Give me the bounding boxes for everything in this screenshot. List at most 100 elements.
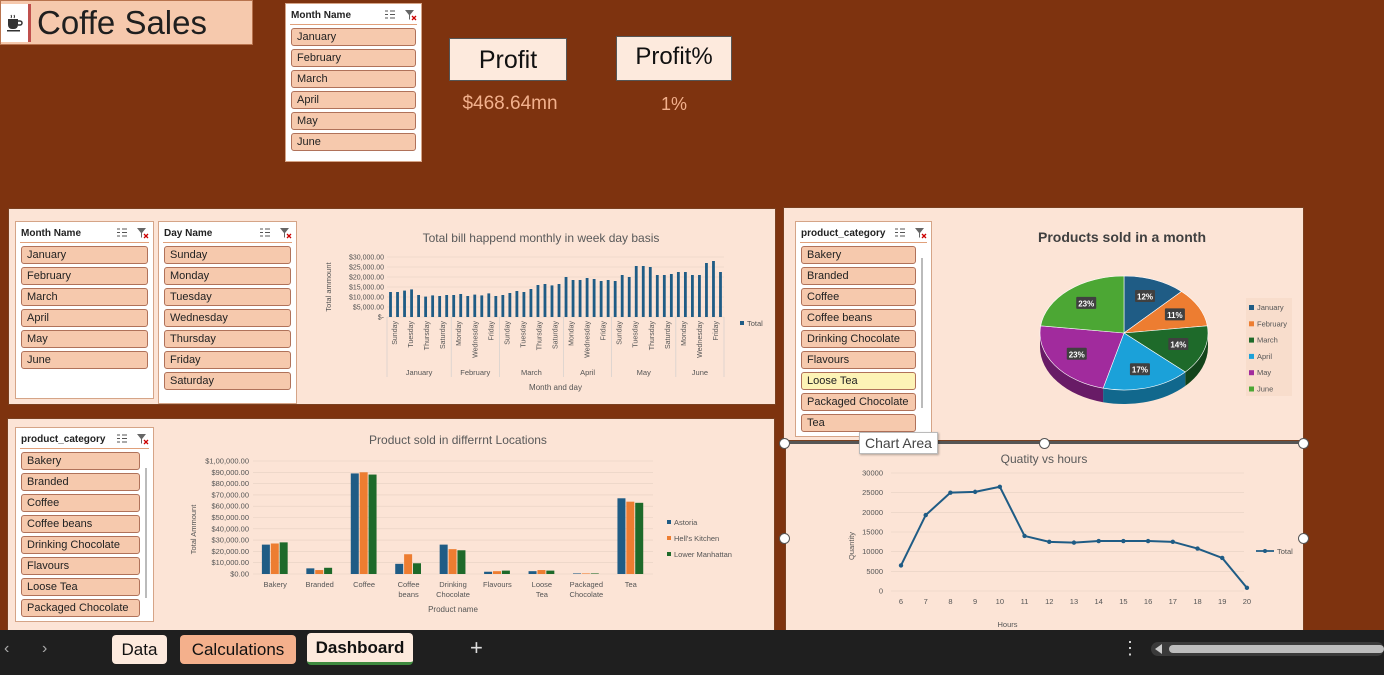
slicer-item[interactable]: Sunday [164, 246, 291, 264]
slicer-item[interactable]: Loose Tea [21, 578, 140, 596]
slicer-item[interactable]: February [291, 49, 416, 67]
horizontal-scrollbar[interactable] [1151, 642, 1384, 656]
slicer-item[interactable]: Friday [164, 351, 291, 369]
quantity-line-chart[interactable]: Quatity vs hours 30000 25000 20000 15000 1000… [786, 444, 1305, 639]
slicer-title: Day Name [164, 227, 213, 239]
data-label-bg [1135, 289, 1156, 302]
slicer-item[interactable]: Coffee [21, 494, 140, 512]
slicer-item[interactable]: Branded [801, 267, 916, 285]
legend-swatch [667, 552, 671, 556]
y-tick-label: $10,000.00 [211, 558, 249, 567]
y-tick-label: $80,000.00 [211, 479, 249, 488]
resize-handle-tr[interactable] [1298, 438, 1309, 449]
clear-filter-icon[interactable] [136, 433, 149, 445]
slicer-scrollbar[interactable] [145, 468, 147, 598]
category-slicer-left[interactable]: product_category Bakery Branded Coffee Coff… [15, 427, 154, 622]
pie-panel: product_category Bakery Branded Coffee Coff… [783, 207, 1304, 441]
slicer-item[interactable]: Monday [164, 267, 291, 285]
slicer-item[interactable]: Tuesday [164, 288, 291, 306]
slicer-item[interactable]: Coffee beans [21, 515, 140, 533]
x-tick-label: Thursday [536, 321, 543, 351]
locations-bar-chart[interactable]: Product sold in differrnt Locations $1,00… [158, 424, 773, 634]
resize-handle-mr[interactable] [1298, 533, 1309, 544]
tab-calculations[interactable]: Calculations [180, 635, 296, 664]
slicer-item[interactable]: Drinking Chocolate [21, 536, 140, 554]
tab-data[interactable]: Data [112, 635, 167, 664]
slicer-item[interactable]: April [291, 91, 416, 109]
bar [404, 554, 413, 574]
series-line [900, 485, 1248, 589]
day-slicer[interactable]: Day Name Sunday Monday Tuesday Wednesday Thu… [158, 221, 297, 404]
legend-marker [1263, 549, 1267, 553]
data-point [1244, 585, 1250, 591]
slicer-item[interactable]: June [291, 133, 416, 151]
y-tick-label: $30,000.00 [211, 536, 249, 545]
slicer-item[interactable]: March [291, 70, 416, 88]
slicer-item[interactable]: Coffee beans [801, 309, 916, 327]
resize-handle-tm[interactable] [1039, 438, 1050, 449]
y-tick-label: $70,000.00 [211, 490, 249, 499]
slicer-item[interactable]: Loose Tea [801, 372, 916, 390]
slicer-item[interactable]: Flavours [801, 351, 916, 369]
clear-filter-icon[interactable] [279, 227, 292, 239]
products-pie-chart[interactable]: Products sold in a month 12% 11% 14% 17% 23% 2… [944, 218, 1299, 438]
slicer-item[interactable]: May [21, 330, 148, 348]
slicer-item[interactable]: Drinking Chocolate [801, 330, 916, 348]
weekday-bar-chart[interactable]: Total bill happend monthly in week day b… [309, 217, 774, 402]
bar [403, 290, 406, 317]
slicer-item[interactable]: Tea [801, 414, 916, 432]
slicer-item[interactable]: Packaged Chocolate [21, 599, 140, 617]
bar [438, 296, 442, 317]
title-box: Coffe Sales [0, 0, 253, 45]
next-sheet-icon[interactable]: › [42, 640, 48, 657]
tab-dashboard[interactable]: Dashboard [307, 633, 413, 665]
data-point [1121, 538, 1126, 544]
data-label: 11% [1167, 311, 1183, 320]
multi-select-icon[interactable] [894, 227, 906, 239]
multi-select-icon[interactable] [116, 433, 128, 445]
slicer-item[interactable]: Saturday [164, 372, 291, 390]
month-slicer-top[interactable]: Month Name January February March April May J… [285, 3, 422, 162]
slicer-item[interactable]: January [21, 246, 148, 264]
resize-handle-tl[interactable] [779, 438, 790, 449]
pie-slice-side [1103, 372, 1186, 404]
scrollbar-thumb[interactable] [1169, 645, 1384, 653]
scroll-left-icon[interactable] [1155, 644, 1162, 654]
y-tick-label: $90,000.00 [211, 468, 249, 477]
y-tick-label: 15000 [862, 528, 883, 537]
multi-select-icon[interactable] [259, 227, 271, 239]
slicer-item[interactable]: Branded [21, 473, 140, 491]
more-options-icon[interactable]: ⋮ [1121, 638, 1139, 658]
slicer-item[interactable]: Bakery [21, 452, 140, 470]
multi-select-icon[interactable] [116, 227, 128, 239]
slicer-item[interactable]: February [21, 267, 148, 285]
bar [655, 275, 659, 317]
bar [350, 473, 359, 574]
slicer-item[interactable]: Wednesday [164, 309, 291, 327]
slicer-item[interactable]: Bakery [801, 246, 916, 264]
slicer-item[interactable]: Coffee [801, 288, 916, 306]
clear-filter-icon[interactable] [404, 9, 417, 21]
slicer-item[interactable]: Flavours [21, 557, 140, 575]
slicer-scrollbar[interactable] [921, 258, 923, 408]
x-tick-label: Monday [456, 321, 463, 346]
bar [480, 295, 484, 317]
slicer-item[interactable]: April [21, 309, 148, 327]
clear-filter-icon[interactable] [136, 227, 149, 239]
month-slicer[interactable]: Month Name January February March April May J… [15, 221, 154, 399]
slicer-item[interactable]: Thursday [164, 330, 291, 348]
x-tick-label: beans [398, 590, 419, 599]
slicer-item[interactable]: May [291, 112, 416, 130]
add-sheet-button[interactable]: + [470, 635, 483, 660]
resize-handle-ml[interactable] [779, 533, 790, 544]
slicer-item[interactable]: June [21, 351, 148, 369]
bar [613, 281, 617, 317]
multi-select-icon[interactable] [384, 9, 396, 21]
slicer-item[interactable]: Packaged Chocolate [801, 393, 916, 411]
slicer-item[interactable]: January [291, 28, 416, 46]
category-slicer-right[interactable]: product_category Bakery Branded Coffee Coff… [795, 221, 932, 437]
clear-filter-icon[interactable] [914, 227, 927, 239]
slicer-item[interactable]: March [21, 288, 148, 306]
prev-sheet-icon[interactable]: ‹ [4, 640, 10, 657]
hours-panel: Quatity vs hours 30000 25000 20000 15000 1000… [785, 443, 1304, 638]
